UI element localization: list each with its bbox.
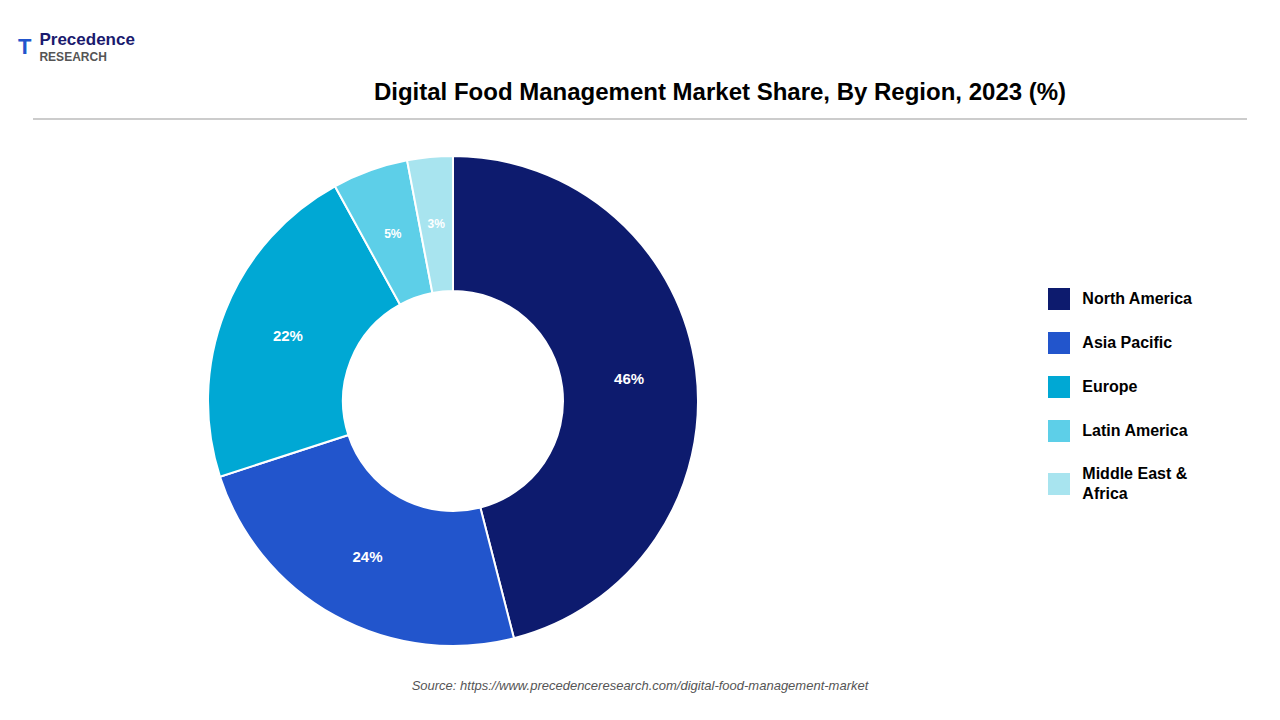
html-text:Africa: Africa bbox=[1082, 485, 1128, 502]
html-text:North America: North America bbox=[1082, 290, 1192, 307]
html-text:T Precedence: T Precedence bbox=[18, 30, 135, 59]
html-text:Digital Food Management Market: Digital Food Management Market Share, By… bbox=[373, 78, 1067, 105]
svg-text:5%: 5% bbox=[384, 227, 402, 241]
svg-text:24%: 24% bbox=[352, 548, 382, 565]
html-text:Asia Pacific: Asia Pacific bbox=[1082, 334, 1173, 351]
svg-text:3%: 3% bbox=[428, 217, 446, 231]
html-text:RESEARCH: RESEARCH bbox=[39, 50, 107, 64]
svg-text:46%: 46% bbox=[614, 370, 644, 387]
svg-text:22%: 22% bbox=[273, 327, 303, 344]
html-text:Middle East &: Middle East & bbox=[1082, 465, 1188, 482]
html-text:Europe: Europe bbox=[1082, 378, 1138, 395]
html-text:Latin America: Latin America bbox=[1082, 422, 1188, 439]
html-text:Source: https://www.precedence: Source: https://www.precedenceresearch.c… bbox=[411, 678, 869, 693]
